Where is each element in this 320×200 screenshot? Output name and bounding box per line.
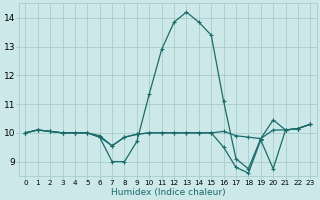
X-axis label: Humidex (Indice chaleur): Humidex (Indice chaleur) [110,188,225,197]
